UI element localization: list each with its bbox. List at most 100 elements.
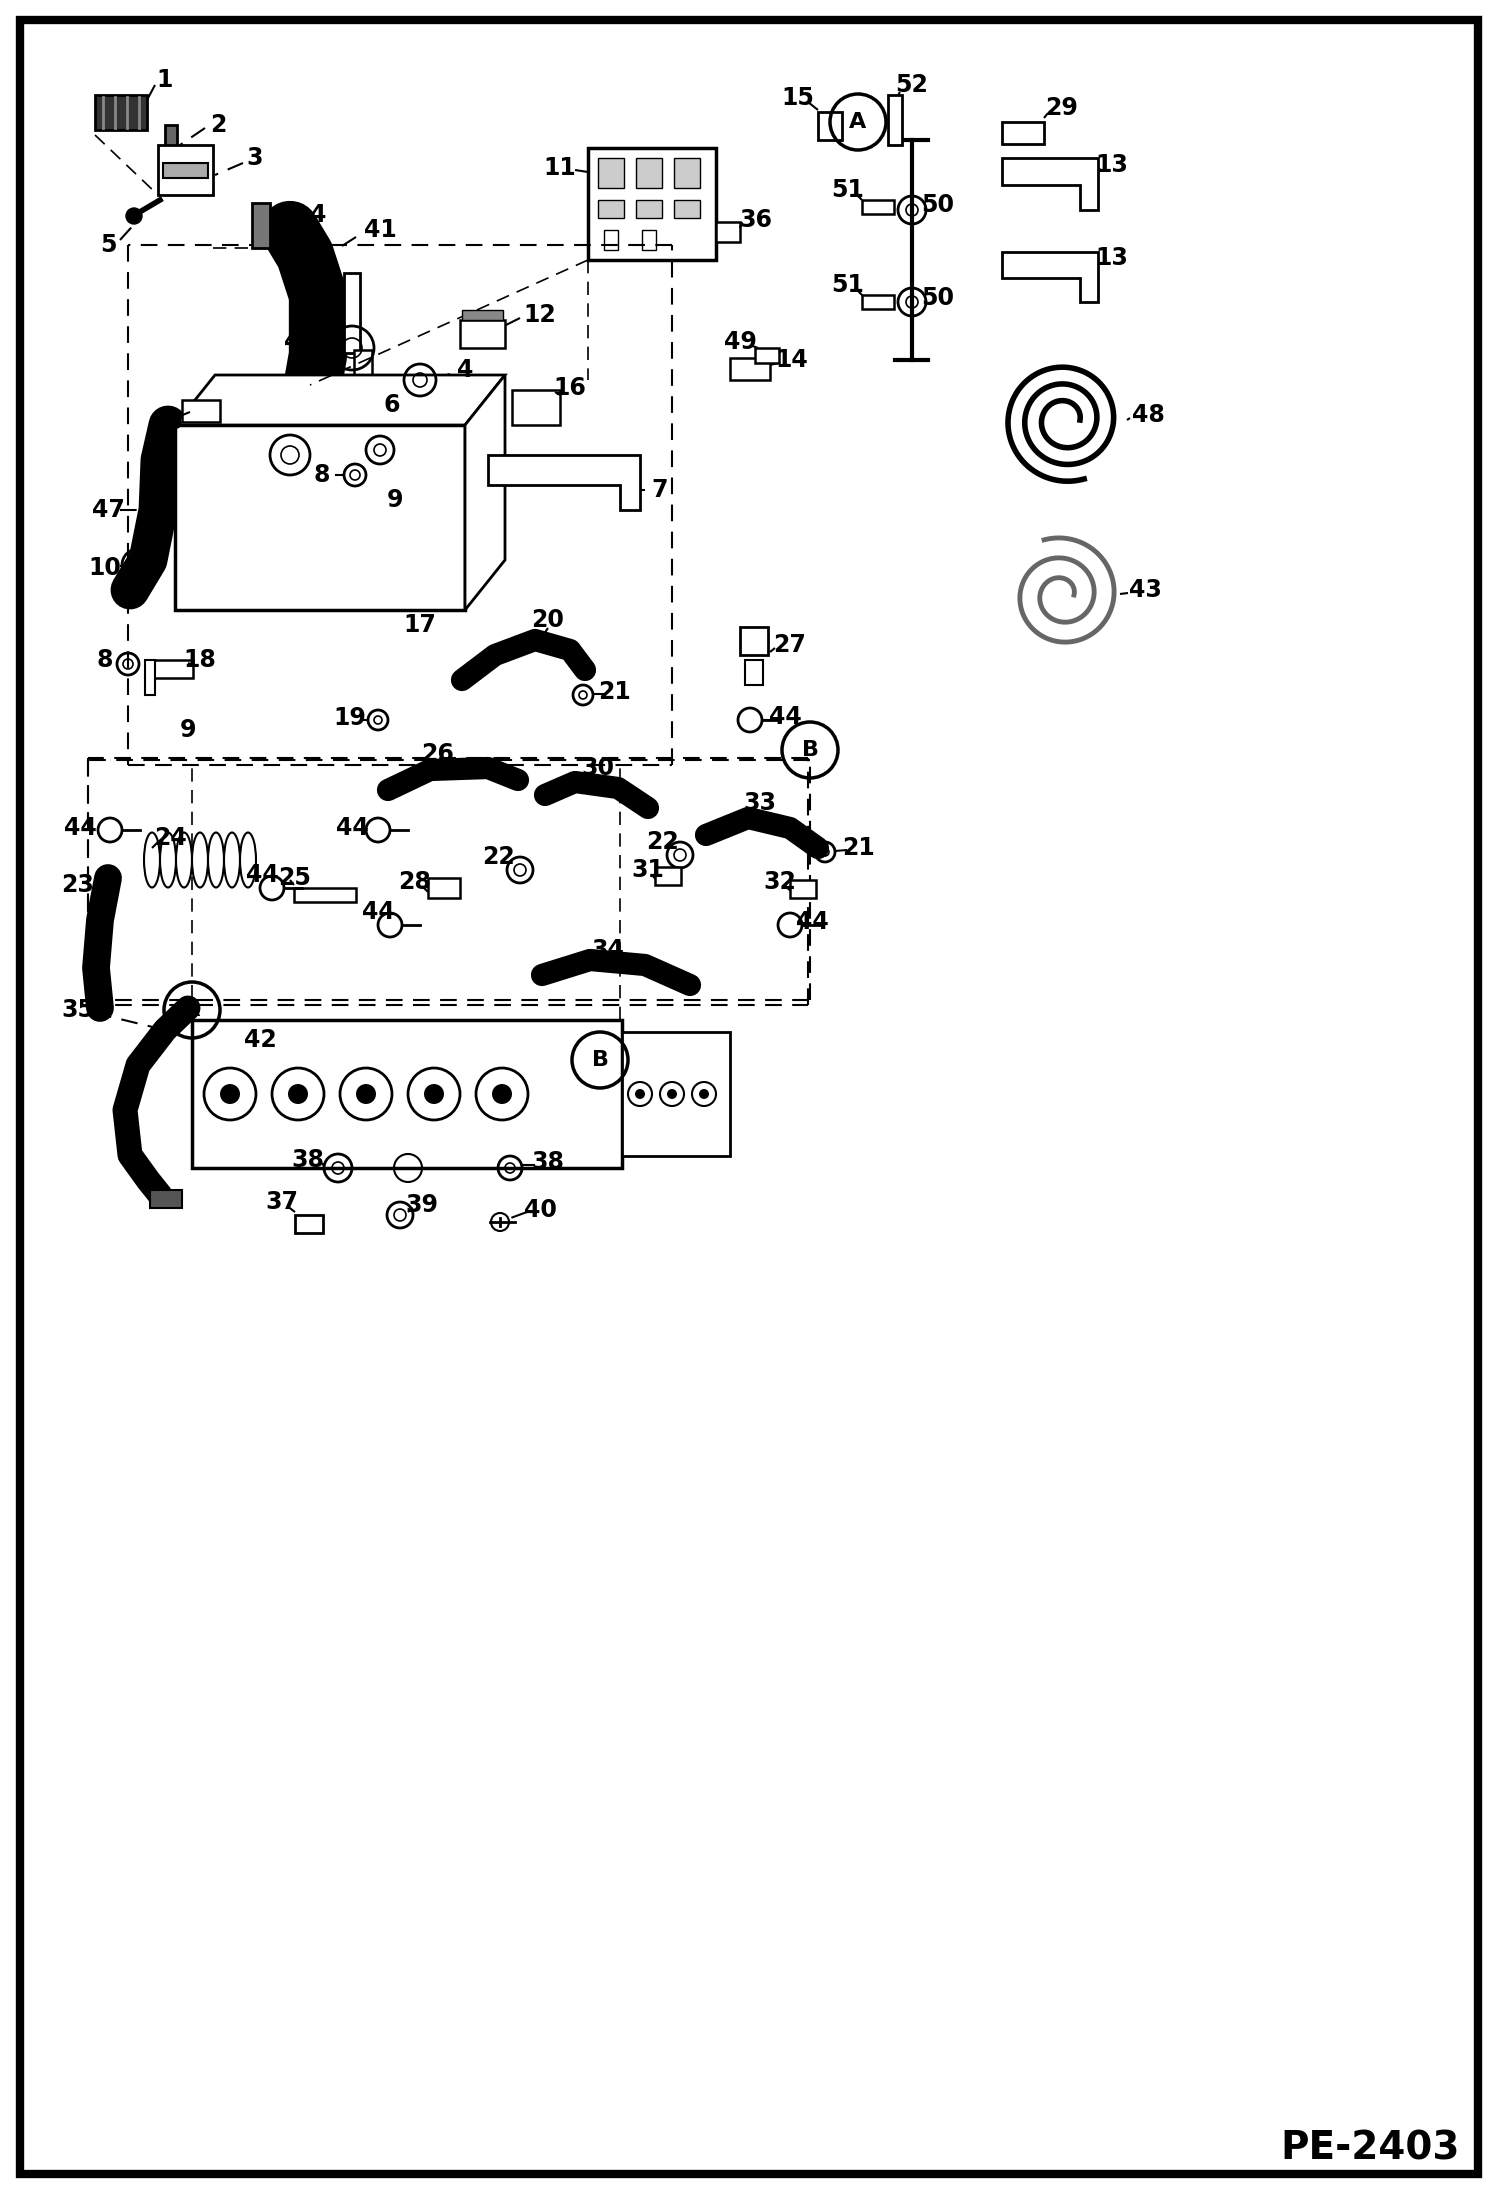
- Text: 21: 21: [599, 680, 631, 704]
- Circle shape: [288, 1084, 309, 1104]
- Bar: [655, 867, 682, 884]
- Bar: [740, 627, 768, 656]
- Text: 23: 23: [61, 873, 94, 897]
- Bar: [643, 230, 656, 250]
- Text: 35: 35: [61, 998, 94, 1022]
- Bar: [730, 358, 770, 380]
- Text: 44: 44: [63, 816, 96, 840]
- Text: 44: 44: [361, 900, 394, 924]
- Text: 46: 46: [150, 410, 183, 434]
- Text: 11: 11: [544, 156, 577, 180]
- Ellipse shape: [144, 832, 160, 889]
- Circle shape: [667, 1088, 677, 1099]
- Text: 4: 4: [310, 204, 327, 226]
- Bar: [175, 426, 464, 610]
- Text: 41: 41: [364, 217, 397, 241]
- Bar: [345, 272, 360, 353]
- Bar: [145, 660, 193, 678]
- Bar: [94, 94, 147, 129]
- Text: 36: 36: [740, 208, 773, 233]
- Text: 51: 51: [831, 178, 864, 202]
- Text: 15: 15: [782, 86, 815, 110]
- Circle shape: [126, 208, 142, 224]
- Circle shape: [424, 1084, 443, 1104]
- Text: 12: 12: [524, 303, 556, 327]
- Bar: [888, 94, 902, 145]
- Ellipse shape: [192, 832, 208, 889]
- Bar: [165, 125, 177, 156]
- Bar: [716, 222, 740, 241]
- Text: 30: 30: [581, 757, 614, 781]
- Text: 1: 1: [157, 68, 174, 92]
- Bar: [818, 112, 842, 140]
- Text: 18: 18: [184, 647, 216, 671]
- Text: 47: 47: [91, 498, 124, 522]
- Bar: [674, 200, 700, 217]
- Text: 28: 28: [398, 871, 431, 893]
- Bar: [163, 162, 208, 178]
- Text: 39: 39: [406, 1194, 439, 1218]
- Text: 21: 21: [842, 836, 875, 860]
- Text: 19: 19: [334, 706, 367, 731]
- Bar: [861, 200, 894, 215]
- Text: 2: 2: [210, 114, 226, 136]
- Ellipse shape: [160, 832, 175, 889]
- Bar: [637, 158, 662, 189]
- Text: 44: 44: [336, 816, 369, 840]
- Bar: [598, 158, 625, 189]
- Text: 22: 22: [482, 845, 514, 869]
- Text: PE-2403: PE-2403: [1281, 2128, 1459, 2168]
- Text: 37: 37: [265, 1189, 298, 1213]
- Bar: [150, 1189, 181, 1209]
- Text: 14: 14: [776, 349, 809, 373]
- Text: 38: 38: [532, 1150, 565, 1174]
- Text: 34: 34: [592, 939, 625, 961]
- Text: 7: 7: [652, 478, 668, 502]
- Text: 49: 49: [724, 329, 756, 353]
- Polygon shape: [1002, 252, 1098, 303]
- Bar: [755, 349, 779, 362]
- Text: A: A: [183, 1000, 201, 1020]
- Bar: [637, 200, 662, 217]
- Text: B: B: [592, 1051, 608, 1071]
- Text: 51: 51: [831, 272, 864, 296]
- Text: 44: 44: [246, 862, 279, 886]
- Bar: [428, 878, 460, 897]
- Circle shape: [635, 1088, 646, 1099]
- Ellipse shape: [208, 832, 225, 889]
- Bar: [460, 320, 505, 349]
- Text: 48: 48: [1131, 404, 1164, 428]
- Text: 3: 3: [247, 147, 264, 169]
- Bar: [598, 200, 625, 217]
- Bar: [512, 391, 560, 426]
- Text: 9: 9: [180, 717, 196, 742]
- Bar: [295, 1215, 324, 1233]
- Text: B: B: [801, 739, 818, 759]
- Text: 33: 33: [743, 792, 776, 814]
- Text: 9: 9: [386, 487, 403, 511]
- Bar: [861, 294, 894, 309]
- Text: 6: 6: [383, 393, 400, 417]
- Text: 26: 26: [421, 742, 454, 766]
- Bar: [294, 889, 357, 902]
- Text: 50: 50: [921, 285, 954, 309]
- Ellipse shape: [175, 832, 192, 889]
- Text: 25: 25: [279, 867, 312, 891]
- Text: 45: 45: [283, 329, 316, 353]
- Circle shape: [220, 1084, 240, 1104]
- Text: 10: 10: [88, 555, 121, 579]
- Bar: [789, 880, 816, 897]
- Circle shape: [700, 1088, 709, 1099]
- Text: 27: 27: [773, 634, 806, 656]
- Polygon shape: [464, 375, 505, 610]
- Bar: [252, 204, 270, 248]
- Text: 31: 31: [632, 858, 665, 882]
- Text: 52: 52: [896, 72, 929, 97]
- Text: 20: 20: [532, 608, 565, 632]
- Text: A: A: [849, 112, 867, 132]
- Text: 8: 8: [97, 647, 114, 671]
- Text: 29: 29: [1046, 97, 1079, 121]
- Bar: [181, 399, 220, 421]
- Bar: [604, 230, 619, 250]
- Text: 42: 42: [244, 1029, 276, 1051]
